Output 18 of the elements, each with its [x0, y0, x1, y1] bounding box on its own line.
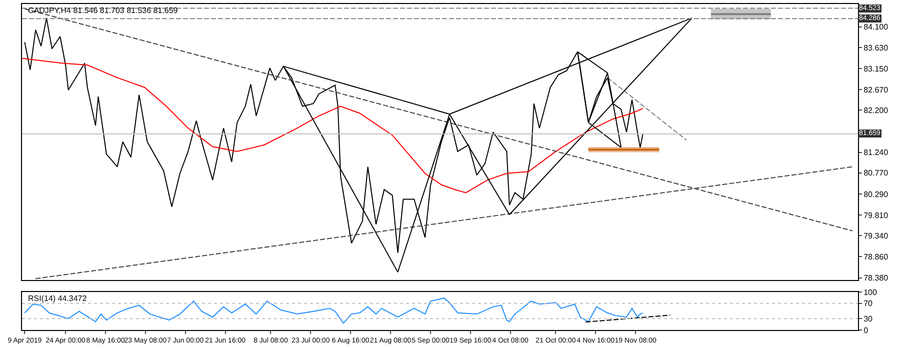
- y-tick-label: 0: [864, 326, 869, 335]
- chart-title: CADJPY,H4 81.546 81.703 81.536 81.659: [28, 6, 178, 15]
- y-tick-label: 83.630: [864, 43, 889, 52]
- y-tick-label: 30: [864, 314, 874, 324]
- y-tick-label: 81.240: [864, 148, 889, 158]
- y-tick-label: 79.810: [864, 210, 889, 220]
- y-tick-label: 78.860: [864, 252, 889, 262]
- y-tick-label: 84.100: [864, 22, 889, 32]
- y-tick-label: 82.200: [864, 106, 889, 115]
- y-tick-label: 79.340: [864, 231, 889, 240]
- y-tick-label: 83.150: [864, 64, 889, 74]
- y-tick-label: 100: [864, 288, 878, 297]
- chart-title: RSI(14) 44.3472: [28, 294, 88, 303]
- y-tick-label: 78.380: [864, 274, 889, 283]
- y-tick-label: 82.670: [864, 85, 889, 94]
- y-tick-label: 80.770: [864, 168, 889, 178]
- y-tick-label: 70: [864, 299, 874, 308]
- y-tick-label: 80.290: [864, 190, 889, 199]
